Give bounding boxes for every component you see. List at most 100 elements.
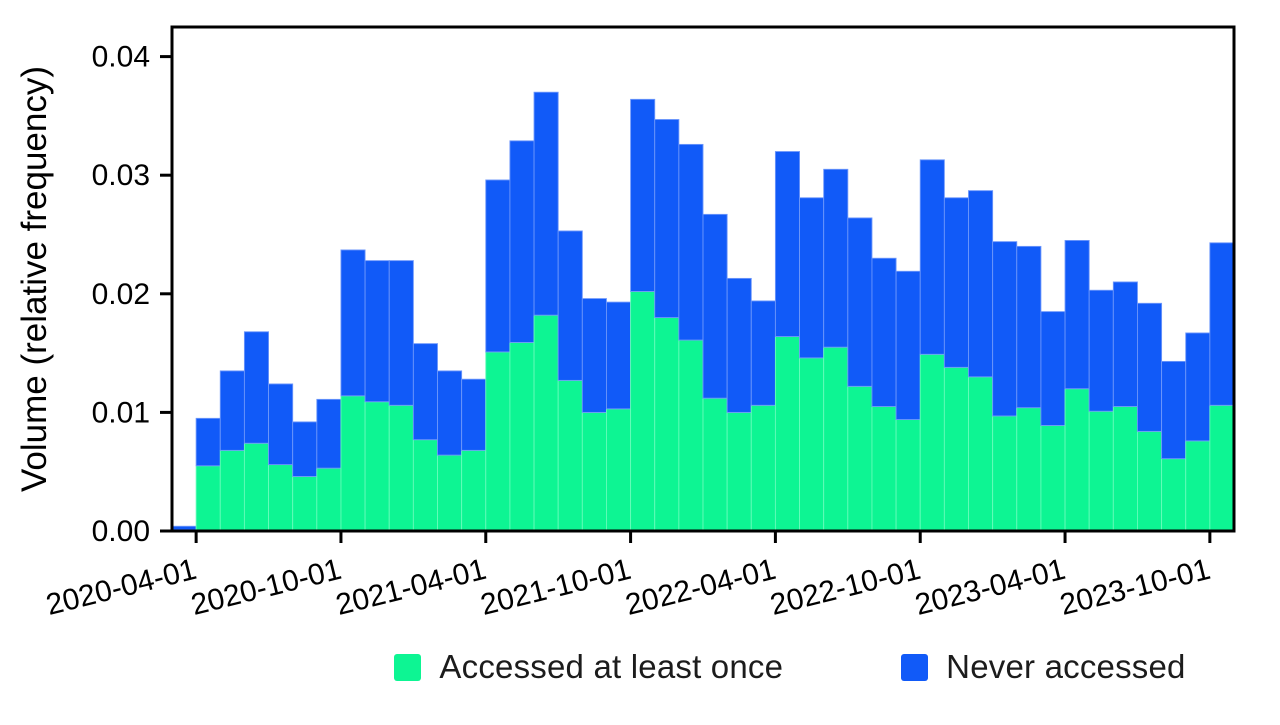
bar-segment-never <box>557 230 583 381</box>
bar-segment-accessed <box>1161 458 1187 532</box>
bar-segment-accessed <box>364 401 390 532</box>
bar-segment-accessed <box>1016 407 1042 532</box>
bar-segment-accessed <box>1040 425 1066 532</box>
bar-segment-accessed <box>243 442 270 532</box>
bar-segment-never <box>1016 245 1042 409</box>
bar-segment-accessed <box>702 397 728 532</box>
bar-segment-never <box>485 179 511 353</box>
bar-segment-accessed <box>823 346 849 532</box>
bar-segment-never <box>171 525 197 531</box>
x-axis-ticks: 2020-04-012020-10-012021-04-012021-10-01… <box>43 531 1214 622</box>
bar-segment-accessed <box>895 419 921 532</box>
x-tick-label: 2021-04-01 <box>333 553 490 622</box>
bar-segment-accessed <box>219 449 245 532</box>
bar-segment-never <box>533 91 559 316</box>
y-tick-label: 0.03 <box>92 159 150 192</box>
bar-segment-never <box>243 331 270 444</box>
x-tick-label: 2020-10-01 <box>188 553 345 622</box>
bar-segment-accessed <box>678 339 704 532</box>
bar-segment-accessed <box>437 454 463 532</box>
bar-segment-accessed <box>943 366 969 532</box>
x-tick-label: 2023-10-01 <box>1057 553 1214 622</box>
bar-segment-never <box>919 159 945 355</box>
bar-segment-accessed <box>412 439 438 532</box>
plot-frame <box>170 25 1236 533</box>
bar-segment-accessed <box>195 465 221 532</box>
bar-segment-never <box>1161 360 1187 460</box>
bar-segment-accessed <box>871 406 897 532</box>
bar-segment-never <box>461 378 487 451</box>
legend-label-accessed: Accessed at least once <box>439 648 784 685</box>
legend-item-accessed: Accessed at least once <box>394 648 783 686</box>
bar-segment-never <box>630 98 656 292</box>
bar-segment-never <box>726 277 752 413</box>
bar-segment-never <box>968 190 994 378</box>
bar-segment-never <box>823 168 849 348</box>
bar-segment-accessed <box>485 351 511 532</box>
y-axis-ticks: 0.00 0.01 0.02 0.03 0.04 <box>92 41 172 548</box>
bar-segment-accessed <box>654 317 680 532</box>
bar-segment-accessed <box>1136 430 1163 532</box>
bar-segment-never <box>847 217 873 387</box>
x-tick-label: 2022-10-01 <box>767 553 924 622</box>
bar-segment-never <box>606 301 632 410</box>
bar-segment-never <box>1209 242 1235 406</box>
bar-segment-never <box>1185 332 1211 442</box>
bar-segment-never <box>316 398 342 469</box>
bar-segment-never <box>1136 302 1163 432</box>
x-tick-label: 2023-04-01 <box>912 553 1069 622</box>
y-tick-label: 0.01 <box>92 396 150 429</box>
bar-segment-never <box>1112 281 1138 407</box>
legend-item-never: Never accessed <box>901 648 1185 686</box>
bar-segment-accessed <box>533 314 559 532</box>
bar-segment-never <box>388 260 414 406</box>
bars-layer <box>171 91 1235 532</box>
bar-segment-accessed <box>799 357 825 532</box>
y-axis-title: Volume (relative frequency) <box>15 66 54 492</box>
bar-segment-accessed <box>726 411 752 532</box>
bar-segment-never <box>195 417 221 467</box>
bar-segment-never <box>871 257 897 407</box>
y-tick-label: 0.02 <box>92 278 150 311</box>
bar-segment-accessed <box>1088 410 1114 532</box>
bar-segment-never <box>340 249 366 397</box>
bar-segment-never <box>412 343 438 441</box>
bar-segment-never <box>437 370 463 456</box>
bar-segment-accessed <box>509 341 535 532</box>
bar-segment-accessed <box>292 476 318 532</box>
y-tick-label: 0.04 <box>92 41 150 74</box>
bar-segment-accessed <box>557 379 583 532</box>
bar-segment-accessed <box>1185 440 1211 532</box>
x-tick-label: 2021-10-01 <box>477 553 634 622</box>
bar-segment-accessed <box>340 395 366 532</box>
bar-segment-accessed <box>1064 388 1090 532</box>
bar-segment-never <box>1088 289 1114 412</box>
bar-segment-accessed <box>750 404 776 532</box>
bar-segment-accessed <box>774 336 800 532</box>
bar-segment-never <box>581 298 607 413</box>
bar-segment-never <box>509 140 535 343</box>
legend-swatch-accessed <box>394 653 422 681</box>
bar-segment-never <box>678 143 704 341</box>
bar-segment-accessed <box>992 415 1018 532</box>
bar-segment-accessed <box>1112 406 1138 532</box>
bar-segment-accessed <box>919 353 945 532</box>
x-tick-label: 2022-04-01 <box>622 553 779 622</box>
bar-segment-never <box>292 421 318 477</box>
y-tick-label: 0.00 <box>92 515 150 548</box>
bar-segment-never <box>1040 311 1066 426</box>
x-tick-label: 2020-04-01 <box>43 553 200 622</box>
bar-segment-never <box>750 300 776 406</box>
bar-segment-accessed <box>268 464 294 532</box>
bar-segment-accessed <box>461 449 487 532</box>
bar-segment-accessed <box>581 411 607 532</box>
bar-segment-never <box>992 241 1018 417</box>
bar-segment-never <box>268 383 294 466</box>
bar-segment-accessed <box>606 408 632 532</box>
legend-swatch-never <box>901 653 929 681</box>
bar-segment-never <box>702 213 728 399</box>
bar-segment-accessed <box>388 404 414 532</box>
bar-segment-never <box>774 151 800 337</box>
